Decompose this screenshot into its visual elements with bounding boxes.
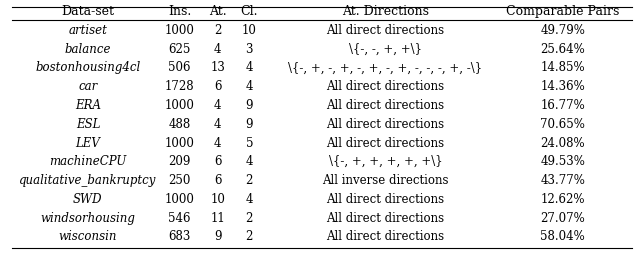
- Text: bostonhousing4cl: bostonhousing4cl: [35, 61, 141, 74]
- Text: All direct directions: All direct directions: [326, 211, 444, 225]
- Text: 6: 6: [214, 80, 221, 93]
- Text: 1000: 1000: [164, 99, 195, 112]
- Text: At. Directions: At. Directions: [342, 5, 429, 18]
- Text: 14.85%: 14.85%: [540, 61, 585, 74]
- Text: \{-, +, +, +, +, +\}: \{-, +, +, +, +, +\}: [328, 155, 442, 168]
- Text: 1000: 1000: [164, 136, 195, 150]
- Text: 1000: 1000: [164, 193, 195, 206]
- Text: LEV: LEV: [76, 136, 100, 150]
- Text: All direct directions: All direct directions: [326, 193, 444, 206]
- Text: 43.77%: 43.77%: [540, 174, 585, 187]
- Text: 250: 250: [168, 174, 191, 187]
- Text: ERA: ERA: [75, 99, 101, 112]
- Text: All direct directions: All direct directions: [326, 99, 444, 112]
- Text: machineCPU: machineCPU: [49, 155, 127, 168]
- Text: qualitative_bankruptcy: qualitative_bankruptcy: [19, 174, 157, 187]
- Text: SWD: SWD: [73, 193, 102, 206]
- Text: car: car: [78, 80, 97, 93]
- Text: 16.77%: 16.77%: [540, 99, 585, 112]
- Text: artiset: artiset: [68, 24, 108, 37]
- Text: 14.36%: 14.36%: [540, 80, 585, 93]
- Text: 2: 2: [246, 174, 253, 187]
- Text: 10: 10: [242, 24, 257, 37]
- Text: 4: 4: [214, 118, 221, 131]
- Text: 25.64%: 25.64%: [540, 43, 585, 56]
- Text: 9: 9: [246, 118, 253, 131]
- Text: balance: balance: [65, 43, 111, 56]
- Text: 4: 4: [246, 80, 253, 93]
- Text: \{-, -, +, +\}: \{-, -, +, +\}: [349, 43, 422, 56]
- Text: All direct directions: All direct directions: [326, 80, 444, 93]
- Text: 2: 2: [246, 230, 253, 243]
- Text: 70.65%: 70.65%: [540, 118, 585, 131]
- Text: 1000: 1000: [164, 24, 195, 37]
- Text: 625: 625: [168, 43, 191, 56]
- Text: 49.79%: 49.79%: [540, 24, 585, 37]
- Text: 4: 4: [246, 193, 253, 206]
- Text: 683: 683: [168, 230, 191, 243]
- Text: 5: 5: [246, 136, 253, 150]
- Text: Cl.: Cl.: [241, 5, 258, 18]
- Text: 209: 209: [168, 155, 191, 168]
- Text: Data-set: Data-set: [61, 5, 115, 18]
- Text: 506: 506: [168, 61, 191, 74]
- Text: 4: 4: [246, 61, 253, 74]
- Text: 6: 6: [214, 174, 221, 187]
- Text: Ins.: Ins.: [168, 5, 191, 18]
- Text: 4: 4: [214, 136, 221, 150]
- Text: 3: 3: [246, 43, 253, 56]
- Text: wisconsin: wisconsin: [59, 230, 117, 243]
- Text: At.: At.: [209, 5, 227, 18]
- Text: 24.08%: 24.08%: [540, 136, 585, 150]
- Text: 1728: 1728: [165, 80, 195, 93]
- Text: 9: 9: [214, 230, 221, 243]
- Text: 4: 4: [214, 99, 221, 112]
- Text: 488: 488: [168, 118, 191, 131]
- Text: 58.04%: 58.04%: [540, 230, 585, 243]
- Text: \{-, +, -, +, -, +, -, +, -, -, -, +, -\}: \{-, +, -, +, -, +, -, +, -, -, -, +, -\…: [289, 61, 483, 74]
- Text: 2: 2: [214, 24, 221, 37]
- Text: 27.07%: 27.07%: [540, 211, 585, 225]
- Text: 49.53%: 49.53%: [540, 155, 585, 168]
- Text: All direct directions: All direct directions: [326, 118, 444, 131]
- Text: All direct directions: All direct directions: [326, 24, 444, 37]
- Text: ESL: ESL: [76, 118, 100, 131]
- Text: All direct directions: All direct directions: [326, 230, 444, 243]
- Text: 6: 6: [214, 155, 221, 168]
- Text: 13: 13: [210, 61, 225, 74]
- Text: 11: 11: [211, 211, 225, 225]
- Text: 4: 4: [246, 155, 253, 168]
- Text: 10: 10: [210, 193, 225, 206]
- Text: 4: 4: [214, 43, 221, 56]
- Text: 9: 9: [246, 99, 253, 112]
- Text: 546: 546: [168, 211, 191, 225]
- Text: 12.62%: 12.62%: [540, 193, 585, 206]
- Text: windsorhousing: windsorhousing: [40, 211, 135, 225]
- Text: Comparable Pairs: Comparable Pairs: [506, 5, 620, 18]
- Text: All direct directions: All direct directions: [326, 136, 444, 150]
- Text: 2: 2: [246, 211, 253, 225]
- Text: All inverse directions: All inverse directions: [322, 174, 449, 187]
